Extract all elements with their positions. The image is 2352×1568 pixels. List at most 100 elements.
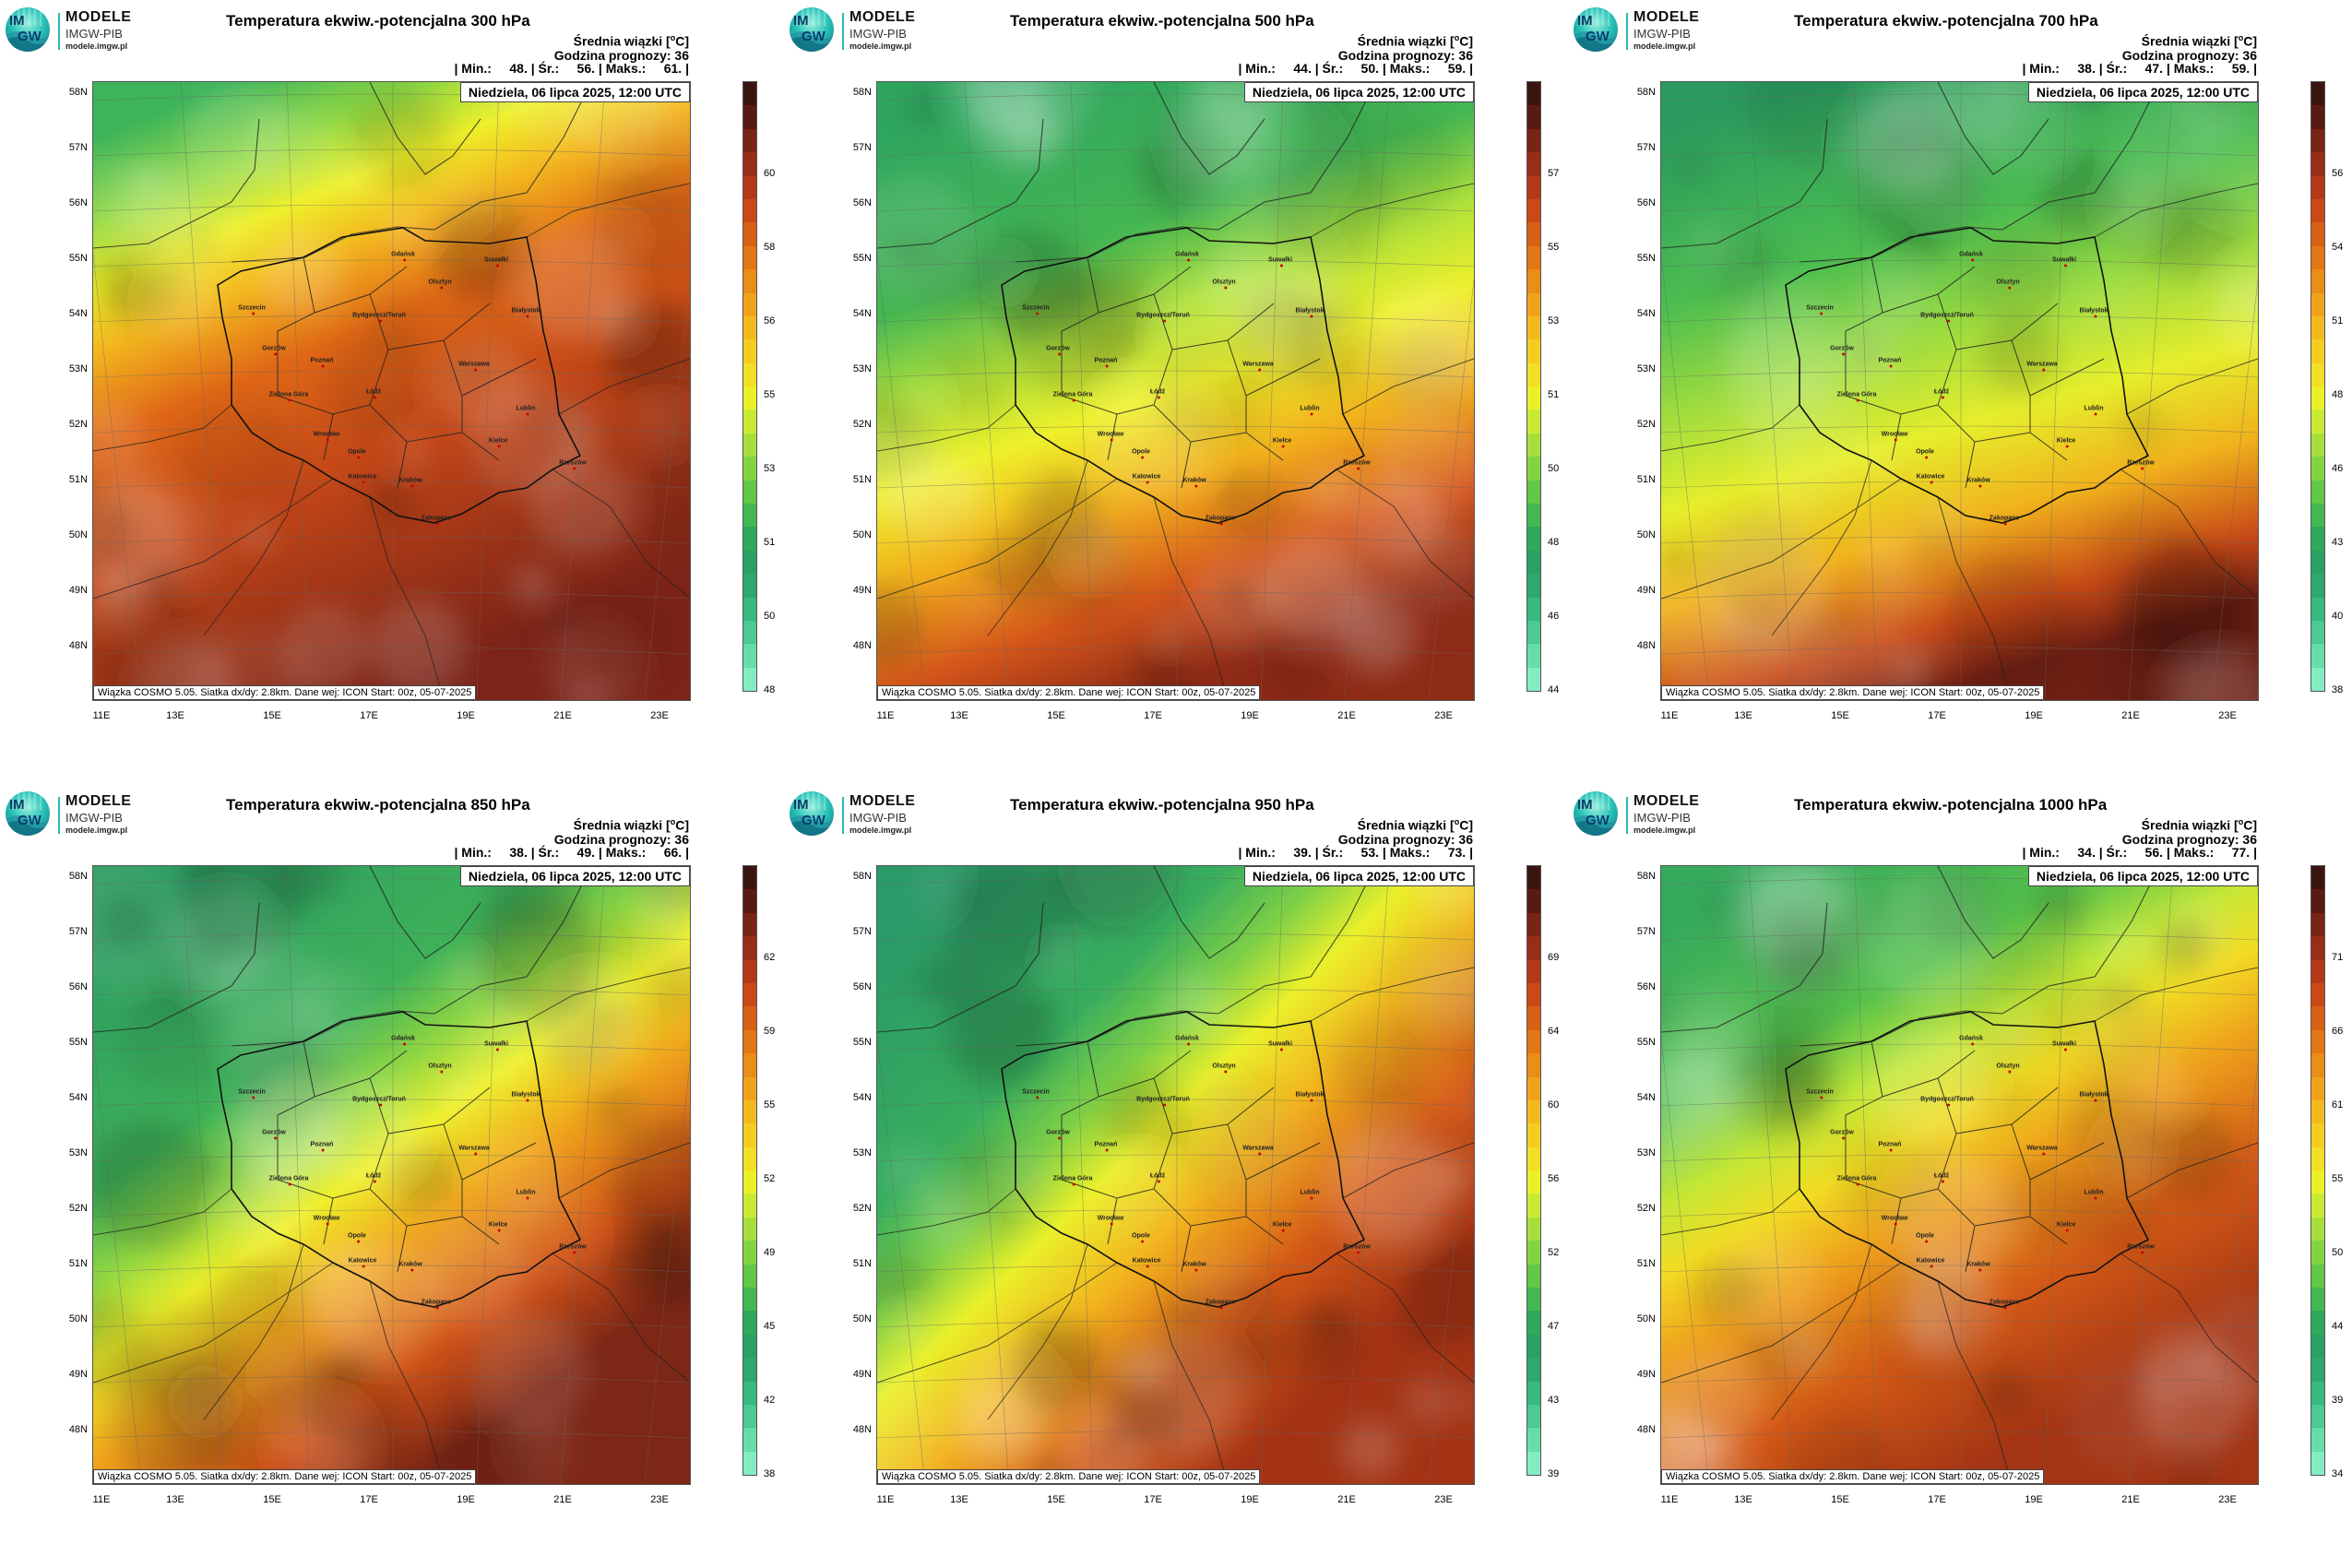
- city-label: Wrocław: [1097, 1215, 1124, 1226]
- longitude-label: 13E: [1734, 710, 1752, 721]
- colorbar-step: [743, 198, 756, 223]
- colorbar-step: [2311, 644, 2324, 668]
- longitude-label: 13E: [950, 710, 968, 721]
- city-label: Katowice: [1132, 473, 1161, 484]
- logo-url[interactable]: modele.imgw.pl: [1633, 42, 1696, 51]
- latitude-label: 56N: [852, 981, 872, 992]
- colorbar-step: [2311, 504, 2324, 528]
- colorbar-step: [743, 1053, 756, 1077]
- city-label: Poznań: [1878, 357, 1902, 368]
- latitude-label: 51N: [852, 474, 872, 485]
- logo-subtitle: IMGW-PIB: [849, 27, 907, 41]
- city-label: Gorzów: [1046, 1129, 1070, 1140]
- colorbar: [2310, 865, 2325, 1476]
- logo-url[interactable]: modele.imgw.pl: [65, 826, 128, 835]
- logo-im-text: IM: [1577, 13, 1593, 29]
- city-label: Warszawa: [1242, 1145, 1274, 1156]
- city-label: Rzeszów: [559, 1243, 587, 1254]
- city-label: Zielona Góra: [268, 1175, 309, 1186]
- colorbar-step: [743, 1334, 756, 1359]
- colorbar-tick-label: 44: [1548, 684, 1560, 695]
- temperature-map[interactable]: Gdańsk Olsztyn Suwałki Białystok Szczecin Byd…: [876, 81, 1475, 701]
- colorbar-step: [2311, 1311, 2324, 1335]
- temperature-map[interactable]: Gdańsk Olsztyn Suwałki Białystok Szczecin Byd…: [92, 865, 691, 1485]
- city-label: Poznań: [1094, 357, 1118, 368]
- imgw-logo: IM GW MODELE IMGW-PIB modele.imgw.pl: [1574, 7, 1721, 53]
- city-label: Bydgoszcz/Toruń: [1920, 1096, 1974, 1107]
- colorbar-step: [2311, 1170, 2324, 1194]
- colorbar-step: [743, 527, 756, 551]
- colorbar-step: [1527, 574, 1540, 598]
- colorbar-step: [2311, 1428, 2324, 1452]
- longitude-label: 21E: [2121, 1494, 2140, 1505]
- colorbar-tick-label: 53: [1548, 315, 1560, 327]
- city-label: Szczecin: [1022, 1088, 1050, 1099]
- colorbar-step: [743, 362, 756, 387]
- ensemble-mean-label: Średnia wiązki [oC]: [1338, 815, 1473, 833]
- logo-separator: [842, 797, 844, 834]
- city-label: Kraków: [398, 477, 422, 488]
- colorbar-step: [2311, 1053, 2324, 1077]
- colorbar-step: [1527, 1288, 1540, 1312]
- logo-url[interactable]: modele.imgw.pl: [1633, 826, 1696, 835]
- colorbar-step: [1527, 936, 1540, 960]
- colorbar-step: [743, 1217, 756, 1241]
- mean-label-text: Średnia wiązki [: [1357, 33, 1455, 49]
- forecast-hour: Godzina prognozy: 36: [2121, 47, 2257, 63]
- logo-url[interactable]: modele.imgw.pl: [849, 826, 912, 835]
- colorbar-step: [2311, 1381, 2324, 1405]
- colorbar-step: [743, 105, 756, 129]
- colorbar-step: [743, 1194, 756, 1218]
- colorbar-step: [743, 315, 756, 340]
- city-label: Suwałki: [2051, 256, 2077, 267]
- latitude-label: 54N: [1636, 308, 1656, 319]
- logo-url[interactable]: modele.imgw.pl: [849, 42, 912, 51]
- latitude-label: 51N: [68, 1258, 88, 1269]
- panel-title: Temperatura ekwiw.-potencjalna 1000 hPa: [1794, 796, 2108, 814]
- logo-im-text: IM: [1577, 797, 1593, 813]
- latitude-label: 54N: [852, 308, 872, 319]
- city-label: Suwałki: [1267, 1040, 1293, 1051]
- temperature-map[interactable]: Gdańsk Olsztyn Suwałki Białystok Szczecin Byd…: [876, 865, 1475, 1485]
- longitude-label: 13E: [1734, 1494, 1752, 1505]
- longitude-label: 13E: [950, 1494, 968, 1505]
- city-label: Opole: [1132, 1232, 1150, 1243]
- latitude-label: 48N: [852, 1424, 872, 1435]
- colorbar-step: [2311, 527, 2324, 551]
- logo-url[interactable]: modele.imgw.pl: [65, 42, 128, 51]
- colorbar-step: [743, 1311, 756, 1335]
- city-label: Warszawa: [2026, 361, 2058, 372]
- city-label: Gorzów: [1830, 1129, 1854, 1140]
- city-label: Gdańsk: [1959, 1035, 1983, 1046]
- logo-im-text: IM: [793, 797, 809, 813]
- latitude-label: 51N: [1636, 474, 1656, 485]
- latitude-label: 58N: [68, 87, 88, 98]
- unit-degree: o: [2238, 817, 2244, 826]
- ensemble-mean-label: Średnia wiązki [oC]: [554, 31, 689, 49]
- colorbar-tick-label: 51: [764, 537, 776, 548]
- colorbar-step: [743, 128, 756, 153]
- colorbar-step: [743, 457, 756, 481]
- city-label: Olsztyn: [1996, 1063, 2020, 1074]
- city-label: Suwałki: [2051, 1040, 2077, 1051]
- colorbar-step: [743, 82, 756, 106]
- forecast-hour: Godzina prognozy: 36: [2121, 831, 2257, 847]
- longitude-label: 15E: [1047, 710, 1065, 721]
- longitude-label: 15E: [1831, 1494, 1849, 1505]
- temperature-map[interactable]: Gdańsk Olsztyn Suwałki Białystok Szczecin Byd…: [1660, 865, 2259, 1485]
- logo-gw-text: GW: [802, 29, 826, 44]
- latitude-label: 57N: [852, 142, 872, 153]
- temperature-map[interactable]: Gdańsk Olsztyn Suwałki Białystok Szczecin Byd…: [1660, 81, 2259, 701]
- logo-title: MODELE: [849, 793, 916, 809]
- colorbar-step: [743, 222, 756, 246]
- colorbar-step: [1527, 1311, 1540, 1335]
- city-label: Poznań: [310, 357, 334, 368]
- colorbar-step: [743, 1099, 756, 1124]
- valid-date: Niedziela, 06 lipca 2025, 12:00 UTC: [459, 82, 690, 102]
- colorbar-step: [1527, 912, 1540, 937]
- temperature-map[interactable]: Gdańsk Olsztyn Suwałki Białystok Szczecin Byd…: [92, 81, 691, 701]
- city-label: Rzeszów: [559, 459, 587, 470]
- latitude-label: 54N: [1636, 1092, 1656, 1103]
- colorbar-step: [2311, 1241, 2324, 1265]
- colorbar-step: [743, 386, 756, 410]
